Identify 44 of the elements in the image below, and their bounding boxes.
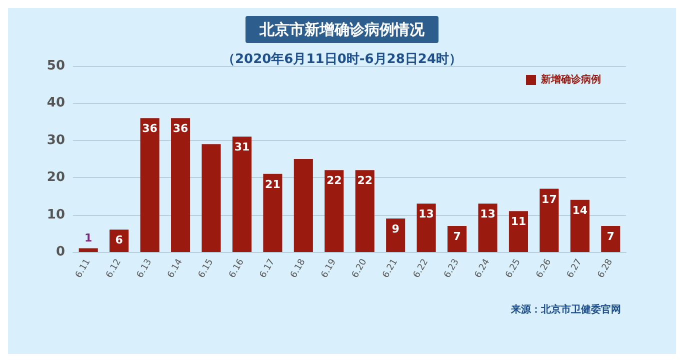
chart-title: 北京市新增确诊病例情况: [258, 20, 426, 38]
legend-label: 新增确诊病例: [540, 74, 601, 86]
chart-subtitle: （2020年6月11日0时-6月28日24时）: [222, 52, 462, 67]
y-tick-label: 10: [46, 207, 65, 222]
data-label: 36: [172, 122, 189, 136]
data-label: 13: [418, 208, 434, 221]
bar: [540, 188, 559, 252]
data-label: 7: [453, 230, 461, 243]
bar: [202, 144, 221, 252]
data-label: 14: [572, 204, 588, 217]
y-tick-label: 0: [56, 244, 65, 260]
data-label: 11: [510, 215, 526, 228]
y-tick-label: 40: [46, 96, 65, 111]
bar: [110, 230, 129, 252]
data-label: 13: [480, 208, 496, 221]
bar: [570, 200, 590, 252]
y-tick-label: 50: [46, 58, 65, 74]
data-label: 22: [357, 174, 373, 188]
bar: [355, 170, 374, 252]
y-tick-label: 30: [46, 132, 65, 148]
bar: [478, 204, 498, 252]
y-tick-label: 20: [46, 170, 65, 186]
data-label: 21: [265, 178, 280, 191]
bar: [232, 136, 252, 252]
bar: [263, 174, 282, 252]
data-label: 17: [542, 192, 557, 206]
data-label: 1: [84, 231, 92, 244]
bar: [171, 118, 190, 252]
bar: [416, 204, 436, 252]
bar: [508, 211, 528, 252]
data-label: 9: [392, 222, 400, 236]
bar: [601, 226, 620, 252]
data-label: 36: [142, 122, 158, 136]
source-note: 来源：北京市卫健委官网: [510, 304, 621, 316]
data-label: 22: [326, 174, 342, 188]
data-label: 6: [115, 234, 124, 247]
bar: [78, 248, 98, 252]
bar: [448, 226, 467, 252]
bar: [294, 159, 313, 252]
data-label: 31: [234, 140, 250, 154]
bar: [140, 118, 160, 252]
bar: [386, 218, 406, 252]
bar: [324, 170, 344, 252]
data-label: 7: [606, 230, 614, 243]
